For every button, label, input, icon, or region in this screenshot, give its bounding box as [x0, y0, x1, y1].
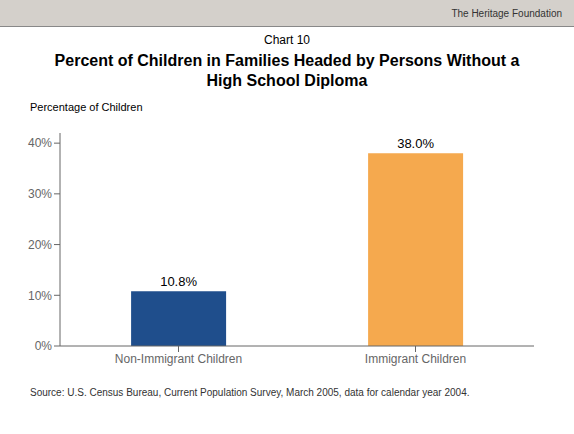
svg-text:30%: 30%	[28, 187, 52, 201]
html-text:Chart 10: Chart 10	[264, 33, 310, 47]
html-text:Percent of Children in Familie: Percent of Children in Families Headed b…	[54, 52, 520, 89]
svg-text:20%: 20%	[28, 238, 52, 252]
svg-text:Immigrant Children: Immigrant Children	[365, 352, 466, 366]
svg-text:38.0%: 38.0%	[397, 136, 434, 151]
svg-text:0%: 0%	[35, 339, 53, 353]
svg-text:10%: 10%	[28, 289, 52, 303]
svg-text:Non-Immigrant Children: Non-Immigrant Children	[115, 352, 242, 366]
svg-text:10.8%: 10.8%	[160, 274, 197, 289]
html-text:The Heritage Foundation: The Heritage Foundation	[451, 7, 562, 19]
html-text:Source: U.S. Census Bureau, Cu: Source: U.S. Census Bureau, Current Popu…	[30, 387, 470, 398]
svg-text:40%: 40%	[28, 136, 52, 150]
html-text:Percentage of Children: Percentage of Children	[30, 101, 143, 113]
